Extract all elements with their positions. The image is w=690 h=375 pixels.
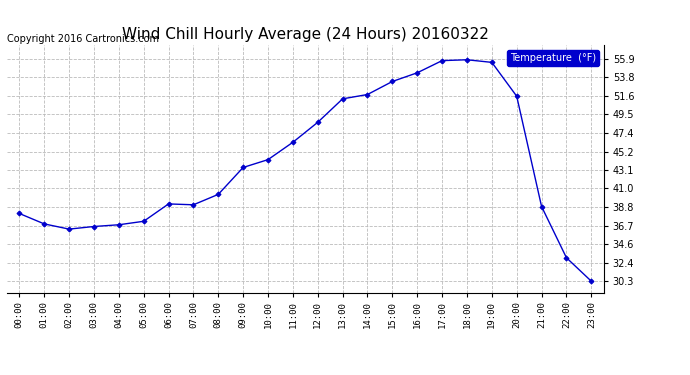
- Title: Wind Chill Hourly Average (24 Hours) 20160322: Wind Chill Hourly Average (24 Hours) 201…: [122, 27, 489, 42]
- Text: Copyright 2016 Cartronics.com: Copyright 2016 Cartronics.com: [7, 34, 159, 44]
- Legend: Temperature  (°F): Temperature (°F): [507, 50, 599, 66]
